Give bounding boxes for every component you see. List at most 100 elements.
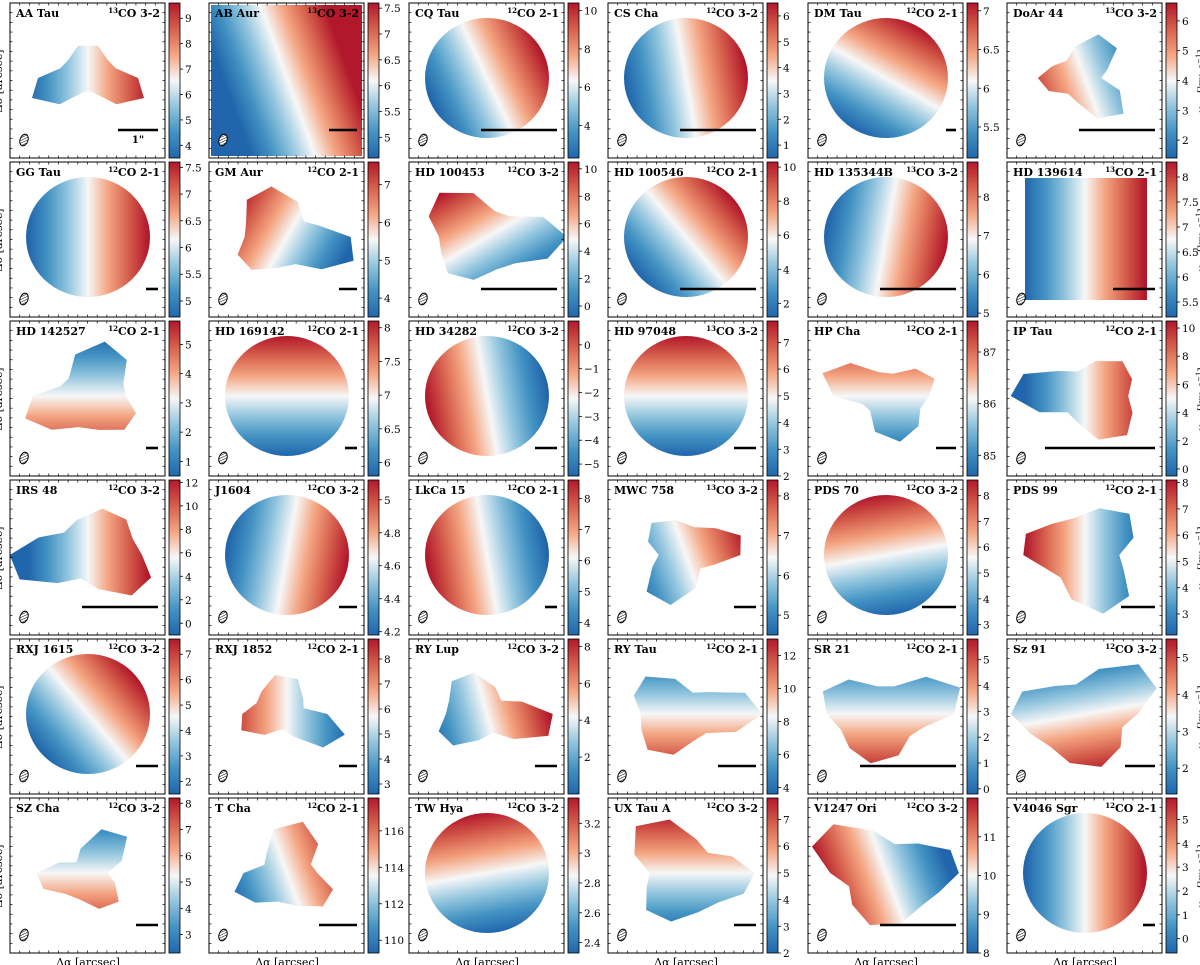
colorbar-tick-label: 10 bbox=[783, 683, 796, 695]
line-label: 13CO 3-2 bbox=[706, 483, 758, 497]
colorbar-tick-label: 7 bbox=[983, 6, 990, 18]
panel-title: HD 34282 bbox=[415, 325, 477, 338]
colorbar-tick-label: 7.5 bbox=[384, 356, 401, 368]
velocity-map bbox=[241, 675, 345, 748]
colorbar-tick-label: 2 bbox=[185, 595, 192, 607]
colorbar-tick-label: 5 bbox=[185, 877, 192, 889]
colorbar-tick-label: 6 bbox=[783, 841, 790, 853]
colorbar-tick-label: 0 bbox=[1182, 464, 1189, 476]
line-label: 12CO 3-2 bbox=[108, 483, 160, 497]
panel-title: AB Aur bbox=[214, 7, 259, 20]
line-label: 12CO 2-1 bbox=[507, 483, 559, 497]
colorbar-tick-label: 3 bbox=[783, 444, 790, 456]
colorbar bbox=[1165, 320, 1178, 477]
colorbar-tick-label: 4 bbox=[185, 571, 192, 583]
line-label: 13CO 3-2 bbox=[1105, 6, 1157, 20]
colorbar-tick-label: 4 bbox=[783, 63, 790, 75]
line-label: 12CO 2-1 bbox=[307, 642, 359, 656]
velocity-map bbox=[237, 186, 354, 270]
colorbar-tick-label: 4 bbox=[584, 120, 591, 132]
velocity-map bbox=[10, 508, 152, 596]
colorbar-tick-label: 2 bbox=[584, 274, 591, 286]
colorbar-tick-label: 2 bbox=[783, 948, 790, 960]
panel-title: T Cha bbox=[215, 802, 251, 815]
colorbar bbox=[766, 320, 779, 477]
beam-ellipse bbox=[218, 610, 228, 624]
line-label: 12CO 3-2 bbox=[706, 801, 758, 815]
colorbar-tick-label: 6 bbox=[1182, 16, 1189, 28]
colorbar-tick-label: 7.5 bbox=[384, 3, 401, 15]
colorbar-tick-label: 12 bbox=[185, 477, 198, 489]
velocity-map bbox=[824, 18, 948, 138]
velocity-map bbox=[633, 676, 763, 755]
colorbar bbox=[168, 320, 181, 477]
beam-ellipse bbox=[1016, 769, 1026, 783]
colorbar-tick-label: 4 bbox=[584, 246, 591, 258]
colorbar-tick-label: 4 bbox=[384, 754, 391, 766]
colorbar-tick-label: 2 bbox=[1182, 135, 1189, 147]
colorbar-tick-label: 6 bbox=[584, 82, 591, 94]
panel-hd-100453: HD 100453 12CO 3-2 0 2 4 6 8 10 bbox=[408, 161, 597, 318]
colorbar-tick-label: 8 bbox=[584, 44, 591, 56]
colorbar-tick-label: 7 bbox=[185, 825, 192, 837]
panel-t-cha: T Cha 12CO 2-1 110 112 114 116 Δα [arcsec] bbox=[208, 797, 404, 965]
colorbar-tick-label: 2 bbox=[783, 471, 790, 483]
colorbar-tick-label: 4 bbox=[185, 725, 192, 737]
line-label: 12CO 2-1 bbox=[906, 642, 958, 656]
colorbar-label: vrot [km s−1] bbox=[1195, 526, 1200, 589]
velocity-map bbox=[1023, 813, 1147, 933]
colorbar bbox=[567, 2, 580, 159]
beam-ellipse bbox=[218, 133, 228, 147]
line-label: 12CO 2-1 bbox=[307, 324, 359, 338]
x-axis-label: Δα [arcsec] bbox=[455, 956, 519, 965]
panel-title: UX Tau A bbox=[614, 802, 671, 815]
colorbar-tick-label: 8 bbox=[1182, 351, 1189, 363]
panel-title: DoAr 44 bbox=[1013, 7, 1064, 20]
colorbar bbox=[1165, 479, 1178, 636]
colorbar-tick-label: 6 bbox=[783, 364, 790, 376]
beam-ellipse bbox=[817, 610, 827, 624]
colorbar-tick-label: 2 bbox=[783, 298, 790, 310]
line-label: 12CO 3-2 bbox=[507, 165, 559, 179]
colorbar bbox=[567, 479, 580, 636]
line-label: 12CO 3-2 bbox=[706, 6, 758, 20]
line-label: 13CO 3-2 bbox=[906, 165, 958, 179]
line-label: 12CO 2-1 bbox=[706, 642, 758, 656]
panel-pds-70: PDS 70 12CO 3-2 3 4 5 6 7 8 bbox=[807, 479, 990, 636]
y-axis-label: Δδ [arcsec] bbox=[0, 686, 5, 749]
x-axis-label: Δα [arcsec] bbox=[255, 956, 319, 965]
panel-title: PDS 70 bbox=[814, 484, 859, 497]
colorbar-tick-label: 10 bbox=[783, 162, 796, 174]
colorbar bbox=[966, 638, 979, 795]
colorbar-tick-label: 6.5 bbox=[384, 55, 401, 67]
colorbar bbox=[367, 2, 380, 159]
colorbar-tick-label: −1 bbox=[584, 364, 599, 376]
colorbar-tick-label: 5 bbox=[185, 339, 192, 351]
colorbar-tick-label: 10 bbox=[584, 164, 597, 176]
colorbar-tick-label: 6 bbox=[783, 749, 790, 761]
colorbar-tick-label: 3.2 bbox=[584, 818, 601, 830]
y-axis-label: Δδ [arcsec] bbox=[0, 50, 5, 113]
colorbar bbox=[367, 479, 380, 636]
colorbar bbox=[1165, 638, 1178, 795]
colorbar-tick-label: 1 bbox=[185, 456, 192, 468]
colorbar-tick-label: 4 bbox=[783, 895, 790, 907]
colorbar-tick-label: 3 bbox=[1182, 105, 1189, 117]
panel-title: RY Tau bbox=[614, 643, 657, 656]
beam-ellipse bbox=[817, 769, 827, 783]
beam-ellipse bbox=[418, 451, 428, 465]
panel-ux-tau-a: UX Tau A 12CO 3-2 2 3 4 5 6 7 Δα [arcsec] bbox=[607, 797, 790, 965]
colorbar bbox=[766, 479, 779, 636]
colorbar-tick-label: 7 bbox=[983, 516, 990, 528]
panel-j1604: J1604 12CO 3-2 4.2 4.4 4.6 4.8 5 bbox=[208, 479, 401, 639]
colorbar-tick-label: 0 bbox=[584, 340, 591, 352]
velocity-map bbox=[1025, 178, 1147, 300]
colorbar-tick-label: 6 bbox=[384, 81, 391, 93]
velocity-map bbox=[428, 192, 564, 280]
colorbar-tick-label: 7 bbox=[185, 189, 192, 201]
colorbar-tick-label: 7.5 bbox=[1182, 197, 1199, 209]
colorbar-tick-label: 4 bbox=[1182, 583, 1189, 595]
panel-title: RXJ 1615 bbox=[16, 643, 73, 656]
colorbar-tick-label: 7 bbox=[1182, 504, 1189, 516]
